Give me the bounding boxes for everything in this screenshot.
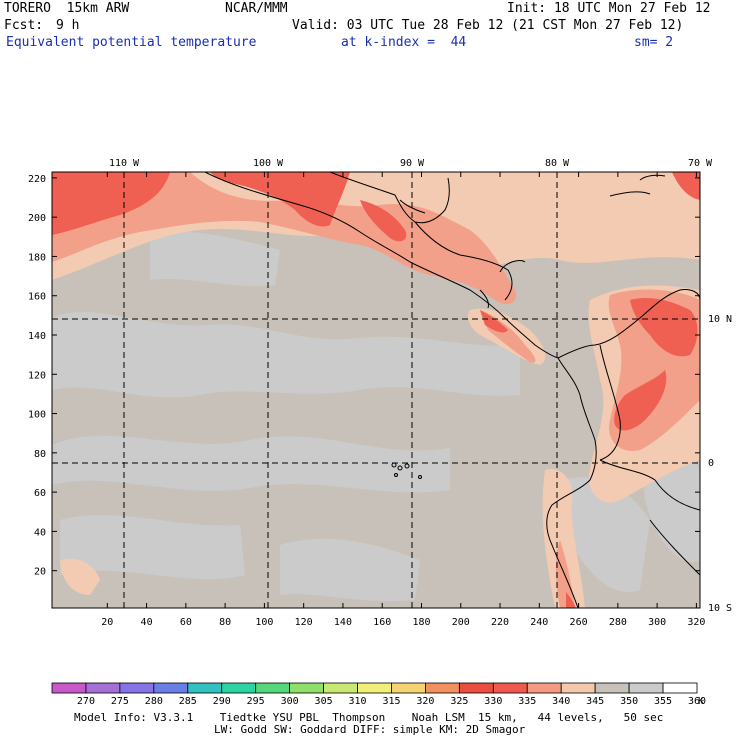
bottom-axis-labels: 20 40 60 80 100 120 140 160 180 200 220 240 260 280 30… (101, 617, 705, 628)
lon-label: 70 W (688, 158, 713, 169)
colorbar-label: 340 (552, 696, 570, 707)
colorbar-swatch (357, 682, 392, 694)
bottom-tick-label: 20 (101, 617, 113, 628)
colorbar-label: 330 (484, 696, 502, 707)
colorbar-swatch (255, 682, 291, 694)
colorbar-swatch (153, 682, 189, 694)
left-tick-label: 120 (28, 370, 46, 381)
bottom-tick-label: 80 (219, 617, 231, 628)
left-tick-label: 140 (28, 331, 46, 342)
colorbar-label: 360 (688, 696, 706, 707)
colorbar-swatch (526, 682, 562, 694)
bottom-tick-label: 180 (412, 617, 430, 628)
smoothing-info: sm= 2 (634, 35, 674, 50)
field-name: Equivalent potential temperature (6, 35, 257, 50)
forecast-label: Fcst: (4, 18, 44, 33)
colorbar-swatch (391, 682, 426, 694)
bottom-tick-label: 260 (570, 617, 588, 628)
colorbar-label: 310 (348, 696, 366, 707)
lon-label: 80 W (545, 158, 570, 169)
colorbar-swatch (492, 682, 528, 694)
valid-time: Valid: 03 UTC Tue 28 Feb 12 (21 CST Mon … (292, 18, 684, 33)
colorbar-label: 345 (586, 696, 604, 707)
theta-e-field (52, 172, 700, 608)
colorbar-swatch (594, 682, 630, 694)
init-time: Init: 18 UTC Mon 27 Feb 12 (507, 1, 711, 16)
colorbar-label: 355 (654, 696, 672, 707)
colorbar-swatch (85, 682, 121, 694)
bottom-tick-label: 60 (180, 617, 192, 628)
colorbar-swatch (560, 682, 596, 694)
colorbar-label: 270 (77, 696, 95, 707)
bottom-tick-label: 120 (295, 617, 313, 628)
colorbar-swatch (425, 682, 460, 694)
left-axis-labels: 220 200 180 160 140 120 100 80 60 40 20 (28, 174, 46, 578)
colorbar-label: 285 (179, 696, 197, 707)
colorbar-label: 275 (111, 696, 129, 707)
left-tick-label: 180 (28, 252, 46, 263)
physics-info-line: LW: Godd SW: Goddard DIFF: simple KM: 2D… (214, 723, 526, 736)
left-tick-label: 220 (28, 174, 46, 185)
bottom-tick-label: 280 (609, 617, 627, 628)
colorbar-swatch (187, 682, 223, 694)
bottom-tick-label: 300 (648, 617, 666, 628)
model-title: TORERO 15km ARW (4, 1, 130, 16)
level-info: at k-index = 44 (341, 35, 467, 50)
left-tick-label: 80 (34, 449, 46, 460)
axis-ticks (52, 172, 700, 608)
colorbar-label: 295 (247, 696, 265, 707)
colorbar-swatch (221, 682, 257, 694)
colorbar-swatch (51, 682, 87, 694)
lon-label: 110 W (109, 158, 140, 169)
colorbar-label: 325 (450, 696, 468, 707)
organization-label: NCAR/MMM (225, 1, 288, 16)
colorbar-swatch (119, 682, 155, 694)
bottom-tick-label: 100 (255, 617, 273, 628)
colorbar-label: 300 (281, 696, 299, 707)
colorbar-label: 280 (145, 696, 163, 707)
colorbar-label: 290 (213, 696, 231, 707)
colorbar-swatch (323, 682, 358, 694)
colorbar-swatch (458, 682, 494, 694)
bottom-tick-label: 160 (373, 617, 391, 628)
model-info-line: Model Info: V3.3.1 Tiedtke YSU PBL Thomp… (74, 711, 664, 724)
colorbar-unit: K (698, 696, 704, 707)
colorbar-label: 305 (315, 696, 333, 707)
left-tick-label: 160 (28, 292, 46, 303)
lat-label: 10 S (708, 603, 732, 614)
lat-lon-grid (52, 172, 700, 608)
bottom-tick-label: 200 (452, 617, 470, 628)
forecast-hour: 9 h (56, 18, 80, 33)
bottom-tick-label: 240 (530, 617, 548, 628)
colorbar-swatch (662, 682, 698, 694)
colorbar-label: 320 (416, 696, 434, 707)
bottom-tick-label: 220 (491, 617, 509, 628)
lat-label: 0 (708, 458, 714, 469)
colorbar-swatch (628, 682, 664, 694)
colorbar: 270 275 280 285 290 295 300 305 310 315 320 325 330 3… (51, 682, 706, 707)
colorbar-swatch (289, 682, 324, 694)
bottom-tick-label: 40 (141, 617, 153, 628)
colorbar-label: 335 (518, 696, 536, 707)
left-tick-label: 200 (28, 213, 46, 224)
left-tick-label: 20 (34, 567, 46, 578)
lat-label: 10 N (708, 314, 732, 325)
left-tick-label: 60 (34, 488, 46, 499)
left-tick-label: 100 (28, 410, 46, 421)
map-frame (51, 171, 701, 609)
bottom-tick-label: 320 (687, 617, 705, 628)
coastlines (204, 172, 700, 608)
lon-label: 100 W (253, 158, 284, 169)
bottom-tick-label: 140 (334, 617, 352, 628)
lon-label: 90 W (400, 158, 425, 169)
left-tick-label: 40 (34, 527, 46, 538)
colorbar-label: 350 (620, 696, 638, 707)
colorbar-label: 315 (382, 696, 400, 707)
